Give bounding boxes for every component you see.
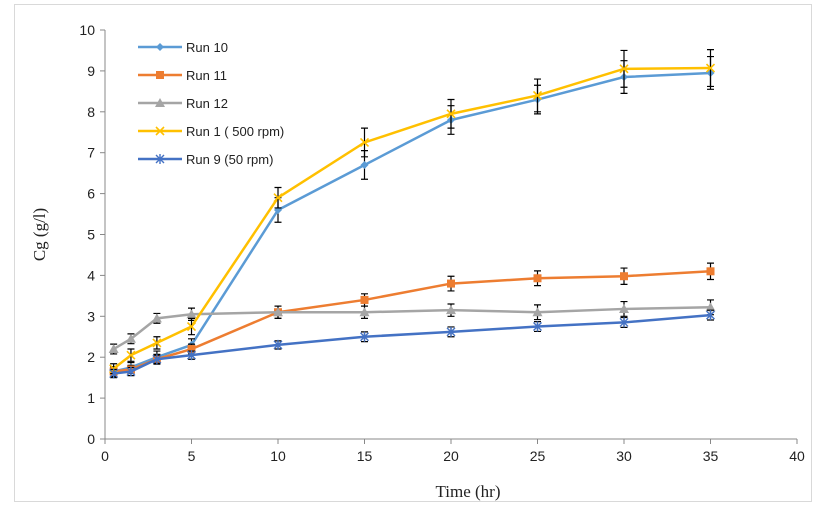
data-point [360, 160, 369, 169]
x-tick-label: 35 [703, 448, 719, 464]
data-point [108, 344, 119, 354]
legend-entry: Run 9 (50 rpm) [186, 152, 273, 167]
y-tick-label: 8 [87, 104, 95, 120]
legend-entry: Run 11 [186, 68, 227, 83]
data-point [706, 310, 715, 321]
data-point [532, 307, 543, 317]
series-line [113, 313, 711, 375]
x-tick-label: 40 [789, 448, 805, 464]
legend: Run 10 Run 11 Run 12 Run 1 ( 500 rpm) Run 9 … [138, 40, 284, 167]
x-tick-label: 30 [616, 448, 632, 464]
x-tick-label: 10 [270, 448, 286, 464]
x-tick-label: 15 [357, 448, 373, 464]
data-point [273, 307, 283, 317]
series-line [113, 306, 711, 351]
legend-marker [155, 98, 165, 107]
legend-entry: Run 12 [186, 96, 228, 111]
data-point [532, 90, 543, 101]
data-point [126, 366, 136, 377]
data-point [126, 350, 136, 360]
data-point [186, 309, 197, 319]
legend-entry: Run 10 [186, 40, 228, 55]
data-point [706, 267, 715, 276]
y-tick-label: 7 [87, 145, 95, 161]
data-point [447, 279, 455, 288]
data-point [533, 274, 542, 283]
data-point [533, 321, 542, 332]
data-point [360, 295, 369, 304]
data-point [125, 333, 136, 343]
x-tick-label: 25 [530, 448, 546, 464]
legend-marker [155, 154, 165, 164]
data-point [619, 317, 629, 328]
data-point [152, 354, 162, 365]
x-tick-label: 20 [443, 448, 459, 464]
data-point [359, 307, 370, 317]
y-tick-label: 10 [79, 22, 95, 38]
x-tick-label: 0 [101, 448, 109, 464]
data-point [619, 303, 629, 313]
y-tick-label: 4 [87, 267, 95, 283]
data-point [619, 64, 629, 74]
legend-marker [156, 71, 164, 79]
data-point [360, 331, 369, 342]
data-point [151, 313, 162, 323]
y-tick-label: 2 [87, 349, 95, 365]
data-point [359, 137, 370, 148]
legend-marker [155, 126, 165, 136]
data-point [273, 339, 283, 350]
series-line [112, 66, 711, 370]
data-point [446, 326, 456, 337]
y-tick-label: 3 [87, 308, 95, 324]
data-point [273, 193, 283, 203]
data-point [186, 321, 197, 332]
series-4 [109, 309, 715, 379]
y-tick-label: 9 [87, 63, 95, 79]
series-3 [109, 49, 716, 375]
chart-frame [14, 4, 812, 502]
y-tick-label: 6 [87, 186, 95, 202]
legend-entry: Run 1 ( 500 rpm) [186, 124, 284, 139]
data-point [187, 350, 196, 361]
x-tick-label: 5 [188, 448, 196, 464]
y-tick-label: 5 [87, 227, 95, 243]
data-point [705, 302, 716, 312]
data-point [109, 368, 119, 379]
data-point [705, 63, 716, 73]
data-point [446, 109, 456, 119]
x-axis-title: Time (hr) [435, 482, 500, 501]
series-line [113, 71, 711, 373]
y-axis-title: Cg (g/l) [30, 208, 49, 261]
y-tick-label: 1 [87, 390, 95, 406]
legend-marker [156, 43, 164, 51]
data-point [152, 338, 162, 348]
data-point [620, 272, 628, 281]
data-point [446, 305, 456, 315]
y-tick-label: 0 [87, 431, 95, 447]
data-point [187, 345, 196, 354]
